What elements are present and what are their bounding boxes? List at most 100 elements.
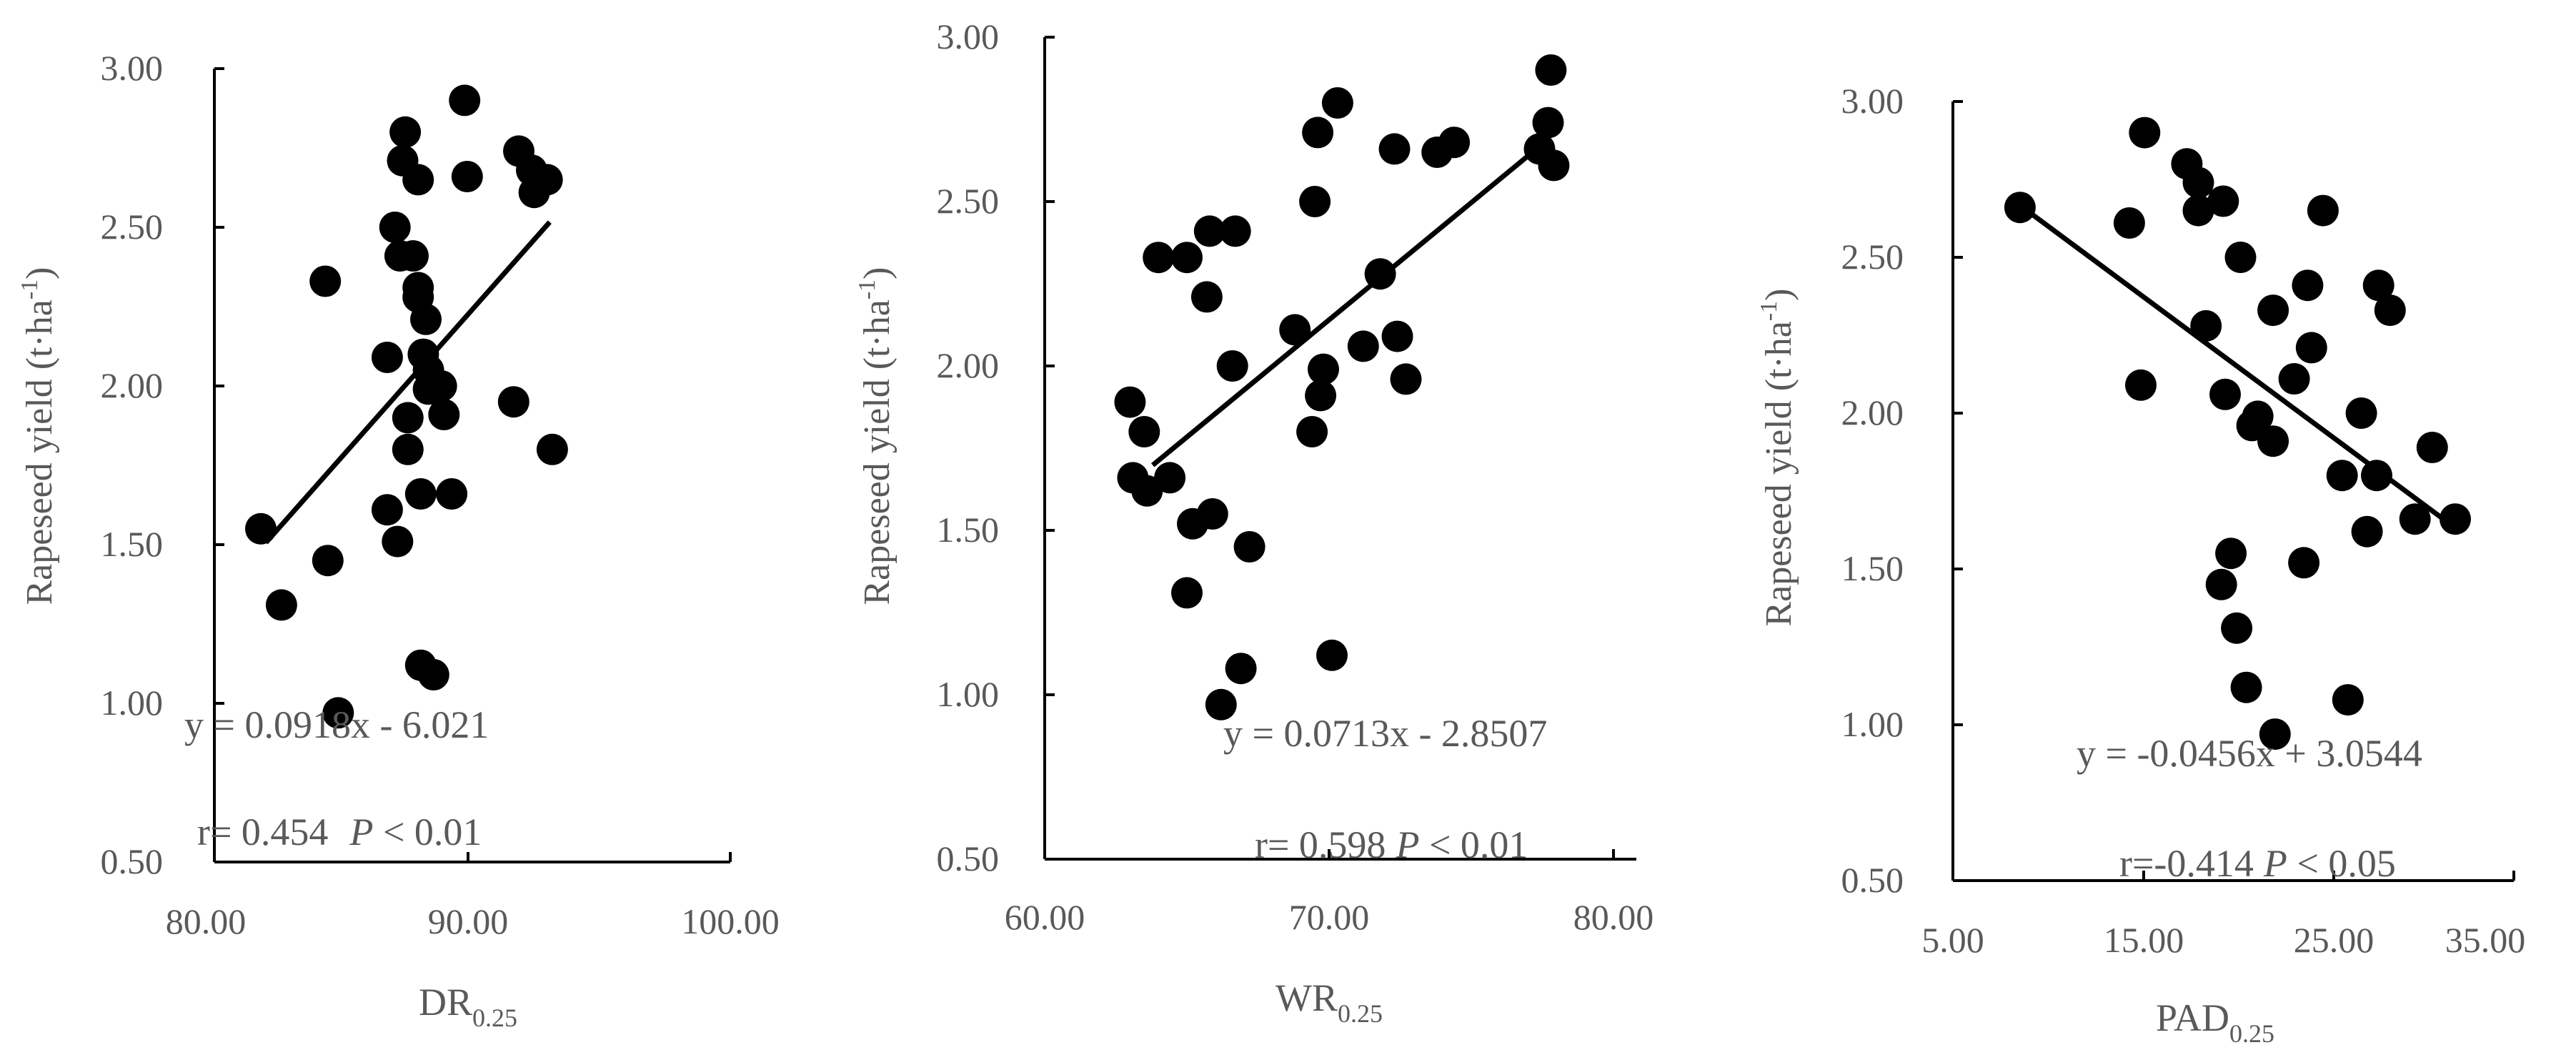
scatter-points-pad (2004, 117, 2471, 751)
data-point-wr-27 (1378, 133, 1411, 165)
axes-pad (1951, 100, 2515, 882)
scatter-points-wr (1114, 54, 1570, 720)
y-tick-label: 1.00 (937, 674, 1000, 714)
data-point-pad-6 (2182, 194, 2214, 227)
data-point-pad-19 (2259, 718, 2291, 751)
data-point-dr-4 (322, 697, 354, 729)
y-tick-label: 1.50 (1841, 548, 1904, 588)
y-tick-label: 0.50 (937, 838, 1000, 878)
x-tick-label: 25.00 (2294, 920, 2374, 960)
data-point-pad-20 (2278, 363, 2310, 395)
data-point-pad-23 (2295, 332, 2327, 364)
data-point-wr-35 (1538, 149, 1570, 182)
data-point-pad-8 (2205, 568, 2237, 600)
data-point-wr-19 (1299, 186, 1331, 217)
x-tick-label: 70.00 (1289, 897, 1370, 937)
data-point-pad-25 (2326, 460, 2358, 492)
data-point-dr-2 (309, 265, 342, 297)
data-point-wr-22 (1308, 353, 1339, 385)
y-tick-label: 1.50 (937, 510, 1000, 550)
data-point-dr-14 (397, 240, 429, 272)
data-point-dr-25 (425, 370, 457, 402)
data-point-dr-6 (371, 494, 403, 526)
data-point-pad-12 (2221, 612, 2253, 644)
data-point-dr-0 (245, 512, 277, 545)
data-point-pad-28 (2351, 515, 2383, 548)
y-tick-label: 3.00 (937, 16, 1000, 56)
y-tick-label: 1.50 (101, 524, 164, 564)
x-tick-label: 35.00 (2445, 920, 2526, 960)
y-tick-label: 2.50 (1841, 237, 1904, 277)
data-point-pad-9 (2207, 185, 2239, 217)
chart-panel-dr: Rapeseed yield (t·ha-1) 0.50 1.00 1.50 2… (16, 48, 780, 1032)
data-point-pad-18 (2257, 294, 2289, 327)
data-point-dr-34 (531, 164, 563, 196)
data-point-pad-26 (2332, 684, 2364, 716)
data-point-wr-0 (1114, 386, 1146, 418)
x-axis-label-pad: PAD0.25 (2156, 996, 2274, 1048)
data-point-pad-2 (2125, 369, 2157, 401)
data-point-pad-22 (2292, 269, 2324, 302)
x-tick-label: 60.00 (1005, 897, 1085, 937)
data-point-wr-28 (1381, 320, 1413, 352)
data-point-wr-6 (1171, 242, 1203, 274)
y-axis-label-pad: Rapeseed yield (t·ha-1) (1756, 288, 1799, 626)
trendline-pad (2018, 203, 2444, 520)
data-point-pad-16 (2242, 400, 2274, 432)
chart-panel-pad: Rapeseed yield (t·ha-1) 0.50 1.00 1.50 2… (1756, 81, 2525, 1048)
y-axis-label-wr: Rapeseed yield (t·ha-1) (854, 267, 897, 605)
x-axis-label-dr: DR0.25 (419, 981, 517, 1032)
data-point-dr-18 (404, 478, 437, 510)
data-point-pad-11 (2215, 538, 2247, 570)
y-tick-label: 1.00 (101, 683, 164, 723)
x-tick-label: 80.00 (1573, 897, 1654, 937)
data-point-dr-27 (436, 478, 468, 510)
y-tick-label: 1.00 (1841, 704, 1904, 744)
data-point-dr-29 (451, 161, 483, 192)
data-point-wr-31 (1438, 127, 1471, 159)
data-point-pad-32 (2399, 503, 2431, 535)
correlation-label-pad: r=-0.414 P < 0.05 (2119, 842, 2396, 885)
data-point-dr-8 (382, 525, 414, 558)
y-tick-label: 2.50 (937, 181, 1000, 221)
data-point-wr-25 (1347, 330, 1379, 362)
x-tick-label: 100.00 (681, 901, 780, 941)
data-point-dr-11 (389, 116, 422, 148)
data-point-wr-23 (1316, 639, 1348, 671)
axes-dr (213, 67, 732, 863)
data-point-wr-9 (1190, 281, 1223, 313)
data-point-wr-14 (1219, 215, 1251, 247)
data-point-wr-18 (1296, 416, 1328, 447)
y-tick-label: 3.00 (101, 48, 164, 88)
data-point-wr-24 (1321, 87, 1353, 119)
axes-wr (1043, 36, 1636, 861)
data-point-dr-3 (312, 545, 344, 577)
data-point-dr-7 (379, 212, 411, 243)
equation-label-dr: y = 0.0918x - 6.021 (184, 703, 489, 746)
y-tick-label: 0.50 (1841, 860, 1904, 900)
data-point-dr-30 (497, 386, 529, 418)
x-tick-label: 15.00 (2104, 920, 2184, 960)
data-point-pad-31 (2374, 294, 2406, 327)
correlation-label-wr: r= 0.598 P < 0.01 (1255, 823, 1528, 866)
data-point-dr-28 (449, 84, 481, 117)
data-point-wr-16 (1233, 531, 1265, 563)
y-ticks-wr: 0.50 1.00 1.50 2.00 2.50 3.00 (937, 16, 1000, 878)
y-tick-label: 2.00 (1841, 392, 1904, 432)
data-point-wr-33 (1532, 107, 1564, 139)
data-point-wr-5 (1154, 462, 1186, 494)
data-point-pad-14 (2230, 671, 2262, 703)
data-point-wr-29 (1390, 363, 1422, 395)
data-point-pad-29 (2361, 460, 2392, 492)
data-point-wr-13 (1216, 350, 1248, 382)
data-point-wr-11 (1196, 498, 1228, 530)
x-ticks-pad: 5.00 15.00 25.00 35.00 (1921, 920, 2525, 960)
data-point-pad-3 (2129, 117, 2161, 149)
data-point-dr-5 (371, 342, 403, 373)
y-tick-label: 2.50 (101, 207, 164, 247)
data-point-pad-34 (2440, 503, 2471, 535)
correlation-label-dr: r= 0.454 P < 0.01 (197, 811, 482, 853)
y-ticks-pad: 0.50 1.00 1.50 2.00 2.50 3.00 (1841, 81, 1904, 900)
y-tick-label: 3.00 (1841, 81, 1904, 121)
